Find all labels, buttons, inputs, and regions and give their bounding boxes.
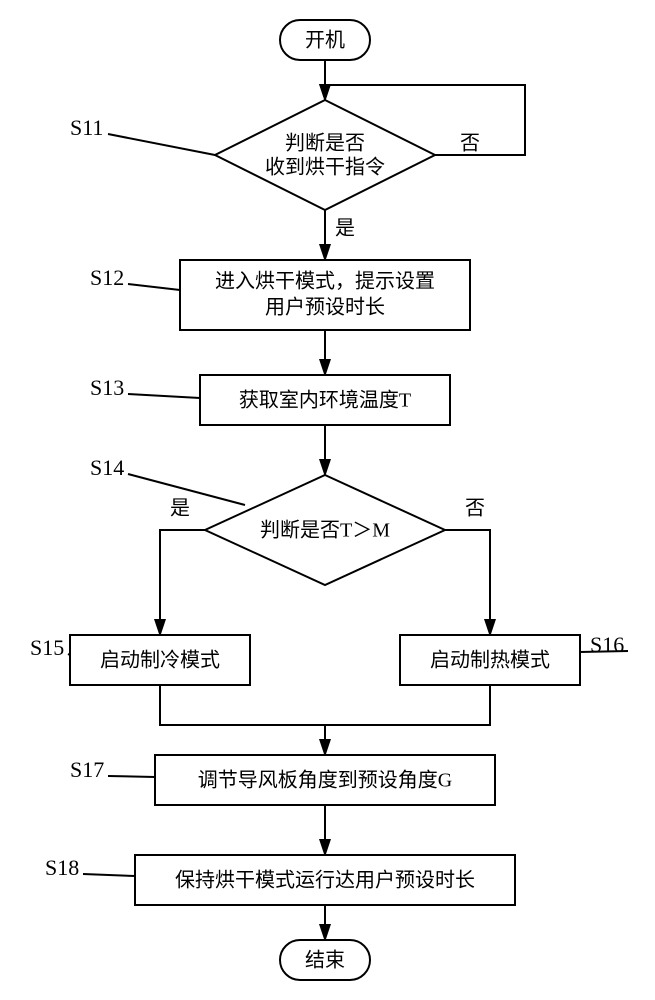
- svg-text:判断是否T＞M: 判断是否T＞M: [260, 519, 390, 542]
- edge-label-d14_no: 否: [465, 498, 485, 520]
- leader-line: [83, 874, 135, 876]
- leader-line: [128, 284, 180, 290]
- leader-line: [108, 134, 215, 155]
- flowchart-canvas: 开机判断是否收到烘干指令进入烘干模式，提示设置用户预设时长获取室内环境温度T 判断…: [0, 0, 655, 1000]
- edge: [160, 685, 325, 725]
- step-label-s11: S11: [70, 115, 103, 140]
- node-p12: 进入烘干模式，提示设置用户预设时长: [180, 260, 470, 330]
- edge-label-d11_no: 否: [460, 133, 480, 155]
- edge-label-d11_yes: 是: [335, 218, 355, 240]
- svg-text:结束: 结束: [305, 949, 345, 972]
- node-d11: 判断是否收到烘干指令: [215, 100, 435, 210]
- edge: [325, 685, 490, 725]
- node-end: 结束: [280, 940, 370, 980]
- step-label-s13: S13: [90, 375, 124, 400]
- svg-text:保持烘干模式运行达用户预设时长: 保持烘干模式运行达用户预设时长: [175, 869, 475, 892]
- step-label-s15: S15: [30, 635, 64, 660]
- svg-text:用户预设时长: 用户预设时长: [265, 296, 385, 319]
- edge: [445, 530, 490, 635]
- svg-text:获取室内环境温度T: 获取室内环境温度T: [239, 389, 411, 412]
- node-start: 开机: [280, 20, 370, 60]
- leader-line: [128, 394, 200, 398]
- node-p16: 启动制热模式: [400, 635, 580, 685]
- step-label-s14: S14: [90, 455, 124, 480]
- step-label-s12: S12: [90, 265, 124, 290]
- svg-text:进入烘干模式，提示设置: 进入烘干模式，提示设置: [215, 270, 435, 293]
- svg-text:开机: 开机: [305, 29, 345, 52]
- node-p18: 保持烘干模式运行达用户预设时长: [135, 855, 515, 905]
- svg-text:判断是否: 判断是否: [285, 132, 365, 155]
- svg-text:调节导风板角度到预设角度G: 调节导风板角度到预设角度G: [198, 769, 452, 792]
- svg-text:启动制冷模式: 启动制冷模式: [100, 649, 220, 672]
- node-p15: 启动制冷模式: [70, 635, 250, 685]
- node-p13: 获取室内环境温度T: [200, 375, 450, 425]
- node-d14: 判断是否T＞M: [205, 475, 445, 585]
- step-label-s17: S17: [70, 757, 104, 782]
- svg-text:启动制热模式: 启动制热模式: [430, 649, 550, 672]
- node-p17: 调节导风板角度到预设角度G: [155, 755, 495, 805]
- edge: [160, 530, 205, 635]
- step-label-s16: S16: [590, 632, 624, 657]
- edge-label-d14_yes: 是: [170, 498, 190, 520]
- leader-line: [108, 776, 155, 777]
- step-label-s18: S18: [45, 855, 79, 880]
- svg-text:收到烘干指令: 收到烘干指令: [265, 156, 385, 179]
